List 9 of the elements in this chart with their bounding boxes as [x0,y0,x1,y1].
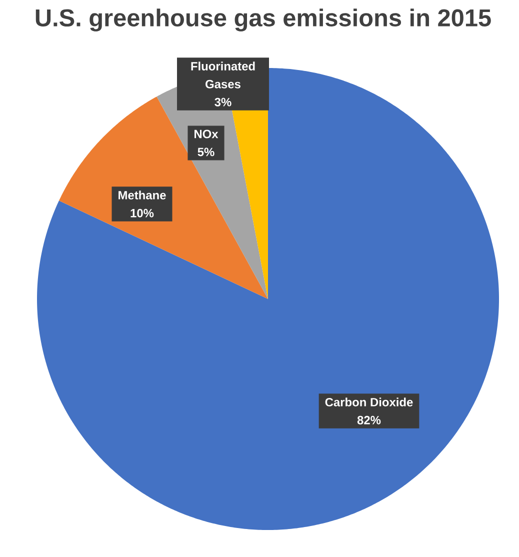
data-label: 10% [130,208,154,218]
data-label: 82% [357,416,381,424]
data-label: 5% [198,148,214,156]
slice-label: Methane [118,190,166,200]
chart-title: U.S. greenhouse gas emissions in 2015 [36,8,491,32]
data-label: 3% [214,98,232,106]
slice-label: Fluorinated Gases [191,62,255,88]
slice-label: Carbon Dioxide [325,398,413,406]
slice-label: NOx [194,130,218,138]
